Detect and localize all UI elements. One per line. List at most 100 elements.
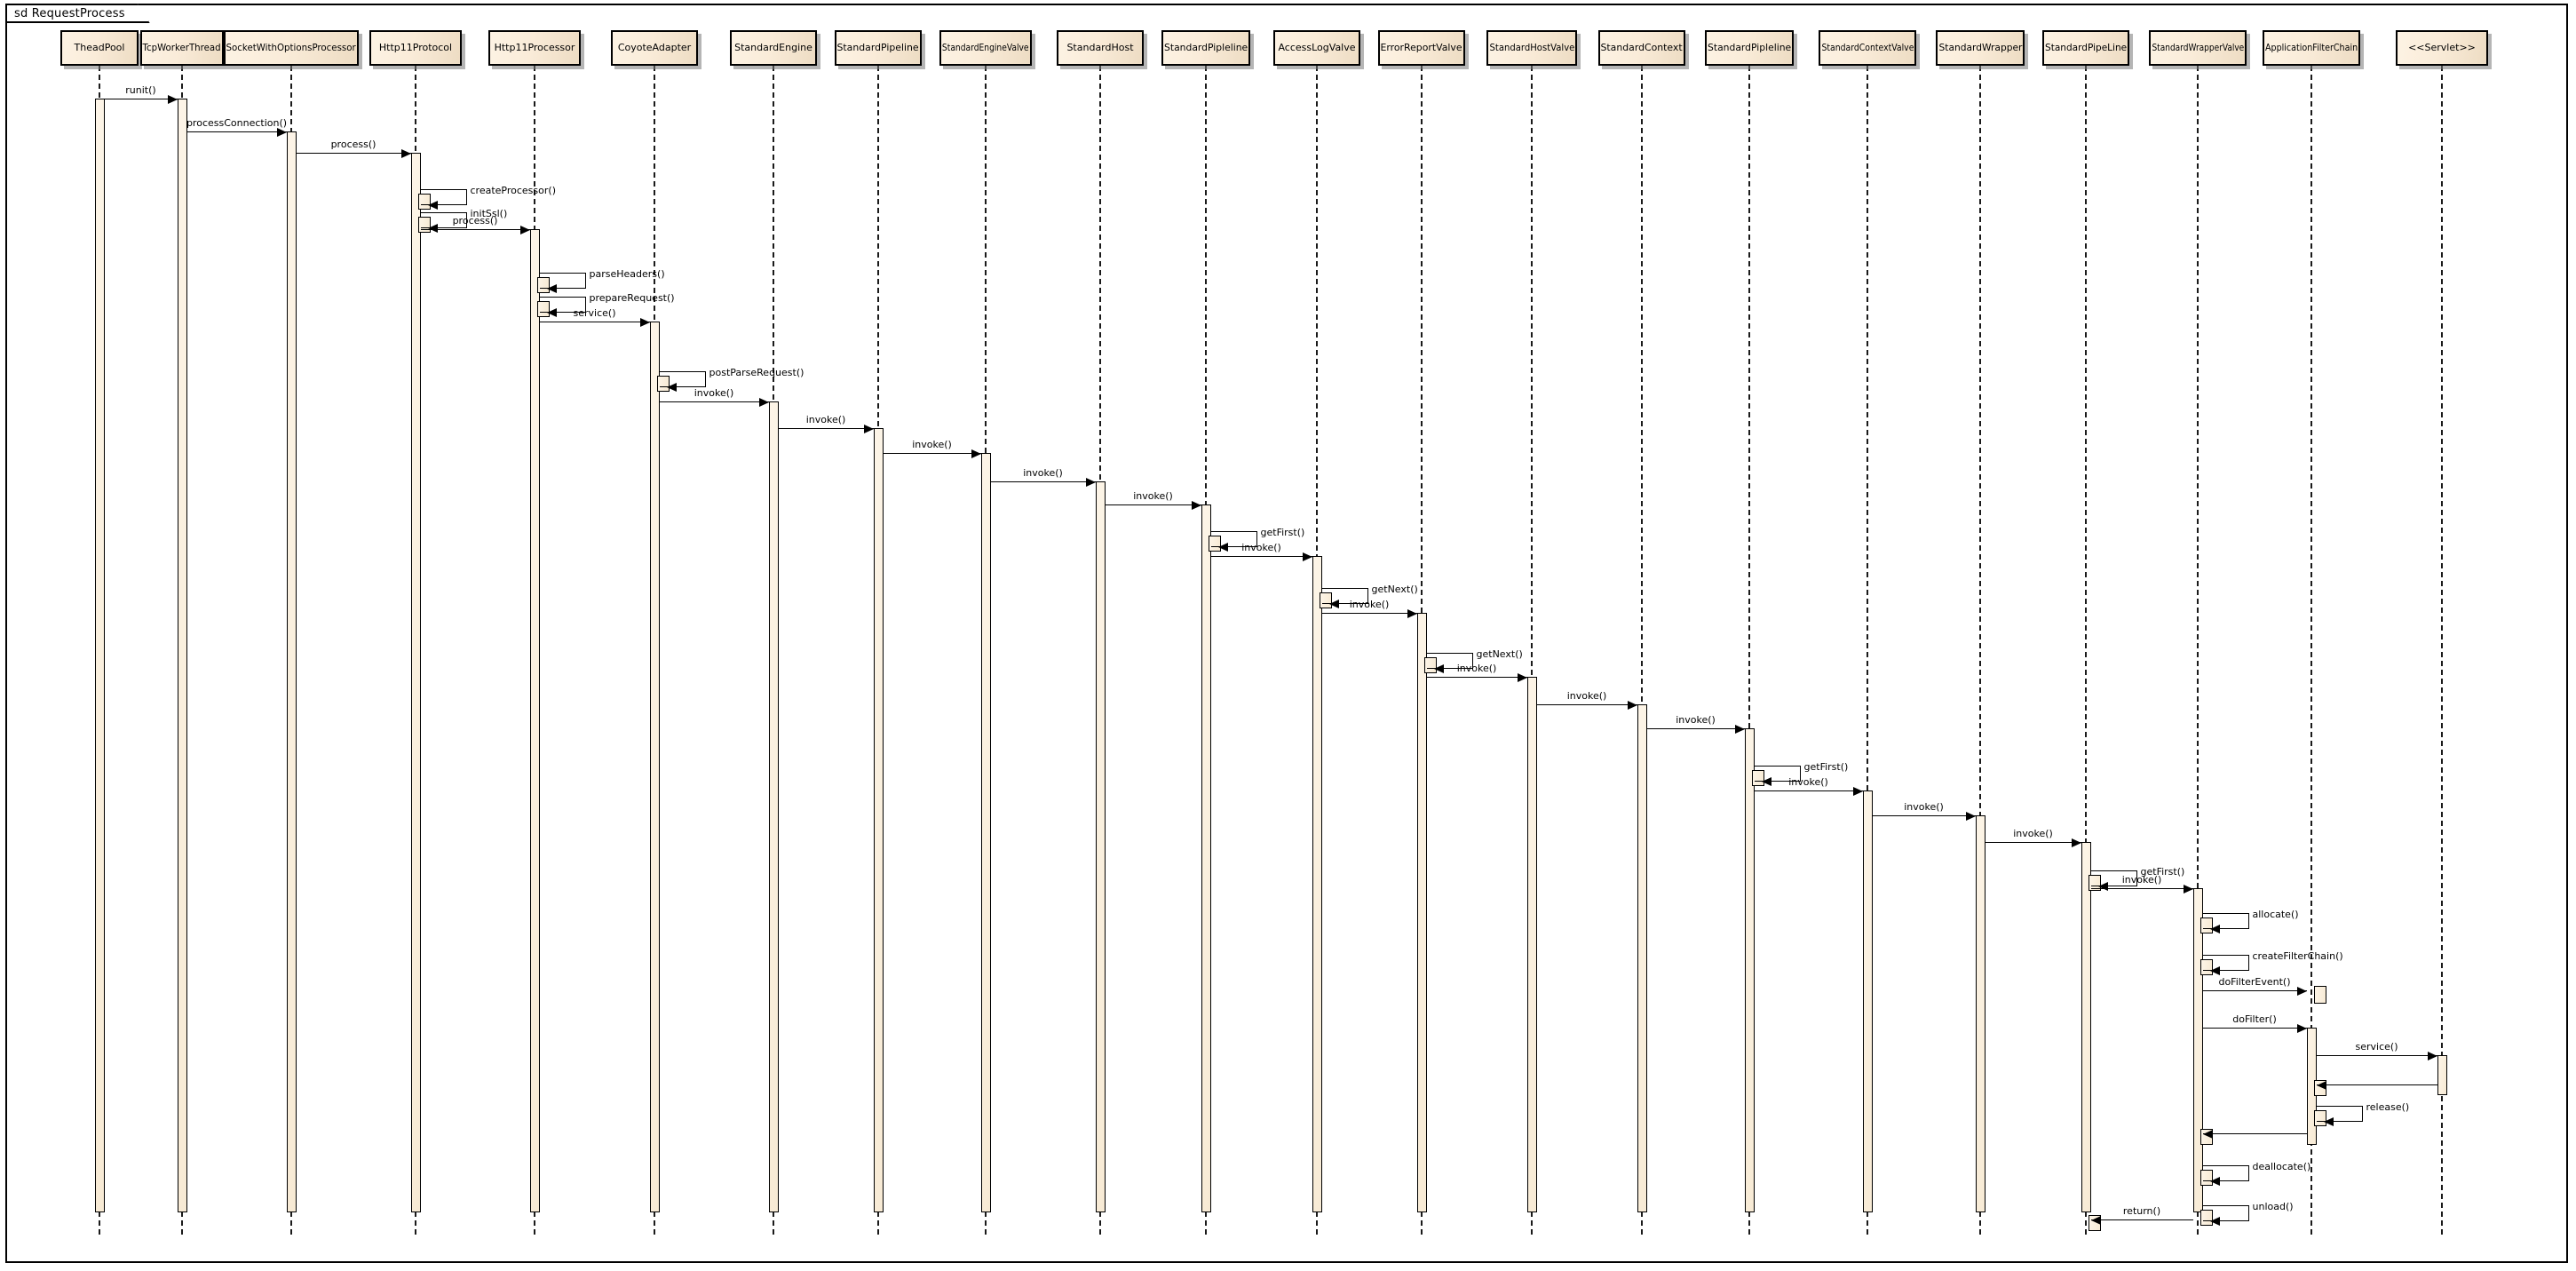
activation-bar-stdengine	[768, 401, 779, 1212]
lifeline-head-errorreport[interactable]: ErrorReportValve	[1378, 30, 1465, 66]
self-call-allocate-29[interactable]	[2202, 913, 2249, 929]
message-line-invoke-18[interactable]	[1321, 613, 1417, 614]
self-call-getnext-19[interactable]	[1426, 653, 1473, 669]
message-line-return-39[interactable]	[2090, 1219, 2193, 1220]
lifeline-head-wrappervalve[interactable]: StandardWrapperValve	[2149, 30, 2247, 66]
lifeline-head-stdpipeline3[interactable]: StandardPipleline	[1705, 30, 1794, 66]
message-label-invoke-16: invoke()	[1241, 542, 1281, 553]
diagram-frame	[5, 4, 2568, 1263]
self-call-getfirst-15[interactable]	[1210, 531, 1257, 547]
message-label-preparerequest-7: prepareRequest()	[589, 292, 675, 304]
lifeline-head-stdwrapper[interactable]: StandardWrapper	[1936, 30, 2025, 66]
message-line-invoke-28[interactable]	[2090, 888, 2193, 889]
arrowhead-right-1	[276, 128, 287, 137]
lifeline-head-http11proto[interactable]: Http11Protocol	[369, 30, 462, 66]
message-label-invoke-22: invoke()	[1676, 714, 1716, 726]
message-line-process-2[interactable]	[296, 153, 411, 154]
arrowhead-left-35	[2323, 1117, 2334, 1126]
activation-bar-servlet	[2437, 1055, 2447, 1095]
message-line-invoke-11[interactable]	[778, 428, 874, 429]
message-label-dofilterevent-31: doFilterEvent()	[2218, 976, 2291, 988]
lifeline-head-enginevalve[interactable]: StandardEngineValve	[939, 30, 1032, 66]
message-line-dofilterevent-31[interactable]	[2202, 990, 2307, 991]
lifeline-head-tcpworker[interactable]: TcpWorkerThread	[140, 30, 224, 66]
self-call-getfirst-27[interactable]	[2090, 870, 2137, 886]
arrowhead-left-38	[2209, 1217, 2220, 1226]
message-label-service-8: service()	[573, 307, 616, 319]
message-line-return-arrow-36[interactable]	[2202, 1133, 2307, 1134]
lifeline-label: StandardWrapper	[1938, 42, 2022, 54]
self-call-getnext-17[interactable]	[1321, 588, 1368, 604]
message-line-service-33[interactable]	[2316, 1055, 2437, 1056]
self-call-release-35[interactable]	[2316, 1106, 2363, 1122]
lifeline-label: AccessLogValve	[1278, 42, 1356, 54]
message-line-return-arrow-34[interactable]	[2316, 1084, 2437, 1085]
message-line-invoke-20[interactable]	[1426, 677, 1527, 678]
arrowhead-right-33	[2427, 1052, 2437, 1060]
self-call-createfilterchain-30[interactable]	[2202, 955, 2249, 971]
self-call-unload-38[interactable]	[2202, 1205, 2249, 1221]
arrowhead-left-7	[546, 308, 557, 317]
message-label-process-5: process()	[452, 215, 498, 226]
lifeline-ctxvalve	[1867, 66, 1868, 1235]
message-line-invoke-10[interactable]	[659, 401, 769, 402]
message-line-invoke-14[interactable]	[1105, 504, 1201, 505]
lifeline-head-stdcontext[interactable]: StandardContext	[1598, 30, 1685, 66]
message-line-processconnection-1[interactable]	[186, 131, 287, 132]
arrowhead-right-5	[519, 226, 530, 234]
lifeline-head-http11proc[interactable]: Http11Processor	[488, 30, 581, 66]
arrowhead-right-12	[971, 449, 981, 458]
lifeline-stdwrapper	[1979, 66, 1981, 1235]
lifeline-hostvalve	[1531, 66, 1533, 1235]
lifeline-filterchain	[2310, 66, 2312, 1235]
self-call-createprocessor-3[interactable]	[420, 189, 467, 205]
message-line-dofilter-32[interactable]	[2202, 1028, 2307, 1029]
message-line-invoke-24[interactable]	[1754, 790, 1863, 791]
lifeline-head-accesslog[interactable]: AccessLogValve	[1273, 30, 1360, 66]
lifeline-label: StandardEngine	[734, 42, 812, 54]
arrowhead-left-23	[1761, 777, 1771, 786]
lifeline-head-hostvalve[interactable]: StandardHostValve	[1486, 30, 1577, 66]
message-line-invoke-13[interactable]	[990, 481, 1096, 482]
activation-bar-stdpipeline4	[2081, 842, 2091, 1212]
message-label-invoke-12: invoke()	[912, 439, 952, 450]
message-label-parseheaders-6: parseHeaders()	[589, 268, 665, 280]
message-line-invoke-12[interactable]	[883, 453, 981, 454]
lifeline-head-filterchain[interactable]: ApplicationFilterChain	[2263, 30, 2360, 66]
lifeline-head-servlet[interactable]: <<Servlet>>	[2396, 30, 2488, 66]
lifeline-head-stdpipeline1[interactable]: StandardPipeline	[835, 30, 922, 66]
lifeline-label: StandardPipleline	[1163, 42, 1248, 54]
arrowhead-right-28	[2183, 885, 2193, 894]
lifeline-label: StandardPipeline	[836, 42, 920, 54]
lifeline-head-threadpool[interactable]: TheadPool	[60, 30, 139, 66]
self-call-postparserequest-9[interactable]	[659, 371, 706, 387]
lifeline-label: StandardHostValve	[1489, 42, 1574, 54]
self-call-parseheaders-6[interactable]	[539, 273, 586, 289]
self-call-deallocate-37[interactable]	[2202, 1165, 2249, 1181]
activation-bar-errorreport	[1416, 613, 1427, 1212]
lifeline-head-coyote[interactable]: CoyoteAdapter	[611, 30, 698, 66]
message-line-invoke-21[interactable]	[1536, 704, 1637, 705]
message-line-invoke-25[interactable]	[1872, 815, 1976, 816]
self-call-getfirst-23[interactable]	[1754, 766, 1801, 782]
diagram-frame-label: sd RequestProcess	[14, 6, 125, 20]
message-label-getnext-17: getNext()	[1371, 584, 1418, 595]
message-line-invoke-16[interactable]	[1210, 556, 1312, 557]
arrowhead-right-20	[1517, 673, 1527, 682]
message-line-invoke-26[interactable]	[1985, 842, 2081, 843]
lifeline-head-socketproc[interactable]: SocketWithOptionsProcessor	[224, 30, 359, 66]
lifeline-label: StandardContextValve	[1821, 42, 1914, 54]
lifeline-head-ctxvalve[interactable]: StandardContextValve	[1819, 30, 1916, 66]
message-line-invoke-22[interactable]	[1646, 728, 1745, 729]
arrowhead-left-34	[2316, 1081, 2326, 1090]
self-call-initssl-4[interactable]	[420, 212, 467, 228]
lifeline-head-stdengine[interactable]: StandardEngine	[730, 30, 817, 66]
message-label-invoke-11: invoke()	[805, 414, 846, 425]
message-label-getfirst-15: getFirst()	[1260, 527, 1305, 538]
lifeline-head-stdhost[interactable]: StandardHost	[1057, 30, 1144, 66]
arrowhead-right-25	[1965, 812, 1976, 821]
lifeline-head-stdpipeline4[interactable]: StandardPipeLine	[2042, 30, 2129, 66]
self-call-preparerequest-7[interactable]	[539, 297, 586, 313]
message-line-process-5[interactable]	[420, 229, 530, 230]
lifeline-head-stdpipeline2[interactable]: StandardPipleline	[1161, 30, 1250, 66]
